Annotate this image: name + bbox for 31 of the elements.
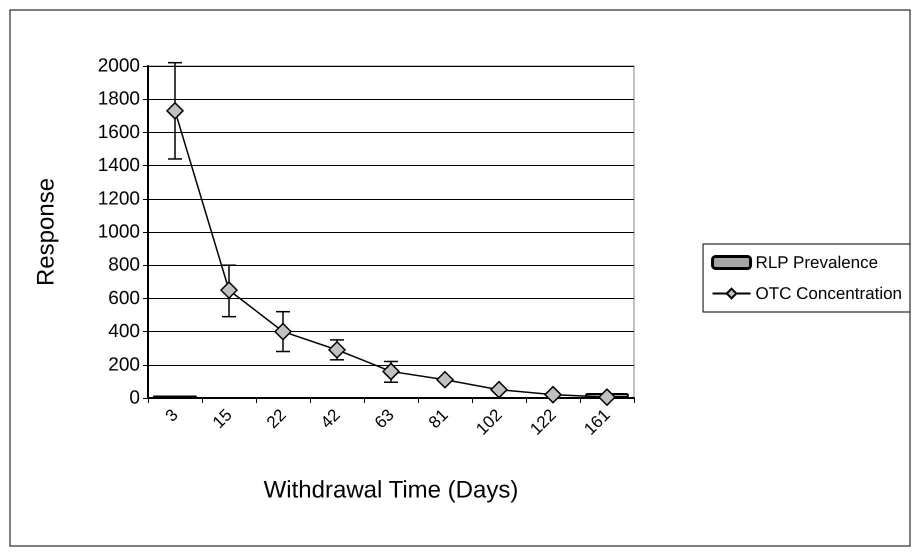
y-tick-label: 800 <box>108 254 140 276</box>
x-tick-label: 102 <box>472 405 506 439</box>
y-tick-label: 1000 <box>98 222 140 242</box>
point <box>274 322 292 340</box>
point <box>220 281 238 299</box>
point <box>490 380 508 398</box>
x-tick-label: 81 <box>424 405 452 432</box>
y-axis-title: Response <box>32 178 60 286</box>
x-tick-label: 161 <box>580 405 614 439</box>
x-tick-label: 42 <box>316 405 344 432</box>
y-tick-label: 2000 <box>98 56 140 76</box>
y-tick-label: 200 <box>108 354 140 376</box>
point <box>166 102 184 120</box>
point <box>598 388 616 406</box>
y-tick-label: 1400 <box>98 155 140 176</box>
point <box>544 386 562 404</box>
y-tick-label: 0 <box>129 388 140 408</box>
x-tick-label: 15 <box>208 405 236 432</box>
x-tick-label: 22 <box>262 405 290 432</box>
x-tick-label: 63 <box>370 405 398 432</box>
x-tick-label: 3 <box>162 405 182 426</box>
x-axis-title: Withdrawal Time (Days) <box>264 476 518 504</box>
y-tick-label: 1600 <box>98 122 140 143</box>
legend-label: RLP Prevalence <box>756 253 878 272</box>
y-tick-label: 400 <box>108 321 140 342</box>
y-tick-label: 1800 <box>98 88 140 110</box>
x-tick-label: 122 <box>526 405 560 439</box>
legend-label: OTC Concentration <box>756 284 902 303</box>
y-tick-label: 600 <box>108 288 140 309</box>
y-tick-label: 1200 <box>98 188 140 210</box>
point <box>436 370 454 388</box>
